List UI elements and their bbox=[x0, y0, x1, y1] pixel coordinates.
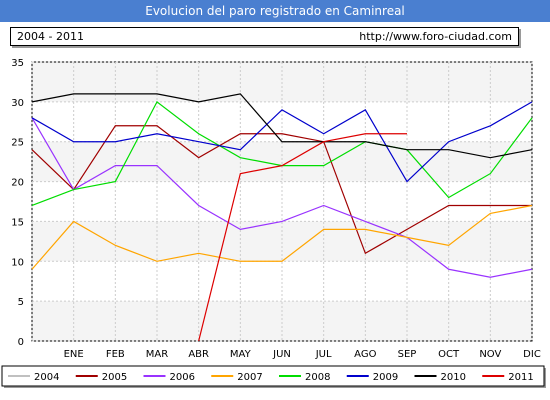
x-tick-label: FEB bbox=[106, 349, 125, 360]
legend-label-2010: 2010 bbox=[441, 372, 466, 383]
legend-label-2006: 2006 bbox=[170, 372, 195, 383]
x-tick-label: NOV bbox=[479, 349, 501, 360]
legend-label-2011: 2011 bbox=[508, 372, 533, 383]
source-url: http://www.foro-ciudad.com bbox=[359, 30, 512, 43]
legend: 2004 2005 2006 2007 2008 2009 2010 2011 bbox=[1, 365, 546, 388]
x-tick-label: JUL bbox=[315, 349, 332, 360]
x-tick-label: OCT bbox=[438, 349, 460, 360]
series-line-2007 bbox=[31, 204, 533, 270]
legend-label-2009: 2009 bbox=[373, 372, 398, 383]
x-tick-label: MAR bbox=[146, 349, 168, 360]
legend-label-2004: 2004 bbox=[34, 372, 59, 383]
legend-label-2007: 2007 bbox=[237, 372, 262, 383]
y-tick-label: 20 bbox=[11, 178, 24, 189]
legend-box bbox=[1, 365, 545, 387]
series-line-2010 bbox=[31, 93, 533, 159]
series-lines bbox=[31, 93, 533, 342]
series-line-2011 bbox=[198, 133, 407, 342]
x-tick-label: ENE bbox=[64, 349, 84, 360]
y-tick-label: 15 bbox=[11, 217, 24, 228]
legend-label-2008: 2008 bbox=[305, 372, 330, 383]
y-tick-label: 30 bbox=[11, 98, 24, 109]
info-box: 2004 - 2011 http://www.foro-ciudad.com bbox=[10, 27, 519, 46]
series-line-2006 bbox=[31, 117, 533, 278]
x-tick-label: AGO bbox=[354, 349, 376, 360]
y-axis: 0 5 10 15 20 25 30 35 bbox=[11, 58, 24, 348]
chart-title: Evolucion del paro registrado en Caminre… bbox=[0, 0, 550, 22]
x-tick-label: ABR bbox=[188, 349, 209, 360]
x-tick-label: DIC bbox=[523, 349, 541, 360]
y-tick-label: 5 bbox=[18, 297, 24, 308]
legend-label-2005: 2005 bbox=[102, 372, 127, 383]
x-tick-label: SEP bbox=[398, 349, 417, 360]
series-line-2009 bbox=[31, 101, 533, 183]
period-label: 2004 - 2011 bbox=[17, 30, 84, 43]
series-line-2005 bbox=[31, 125, 532, 255]
y-tick-label: 0 bbox=[18, 337, 24, 348]
y-tick-label: 35 bbox=[11, 58, 24, 69]
x-axis: ENE FEB MAR ABR MAY JUN JUL AGO SEP OCT NOV DIC bbox=[64, 349, 541, 360]
x-tick-label: JUN bbox=[272, 349, 291, 360]
y-tick-label: 10 bbox=[11, 257, 24, 268]
x-tick-label: MAY bbox=[230, 349, 252, 360]
y-tick-label: 25 bbox=[11, 138, 24, 149]
